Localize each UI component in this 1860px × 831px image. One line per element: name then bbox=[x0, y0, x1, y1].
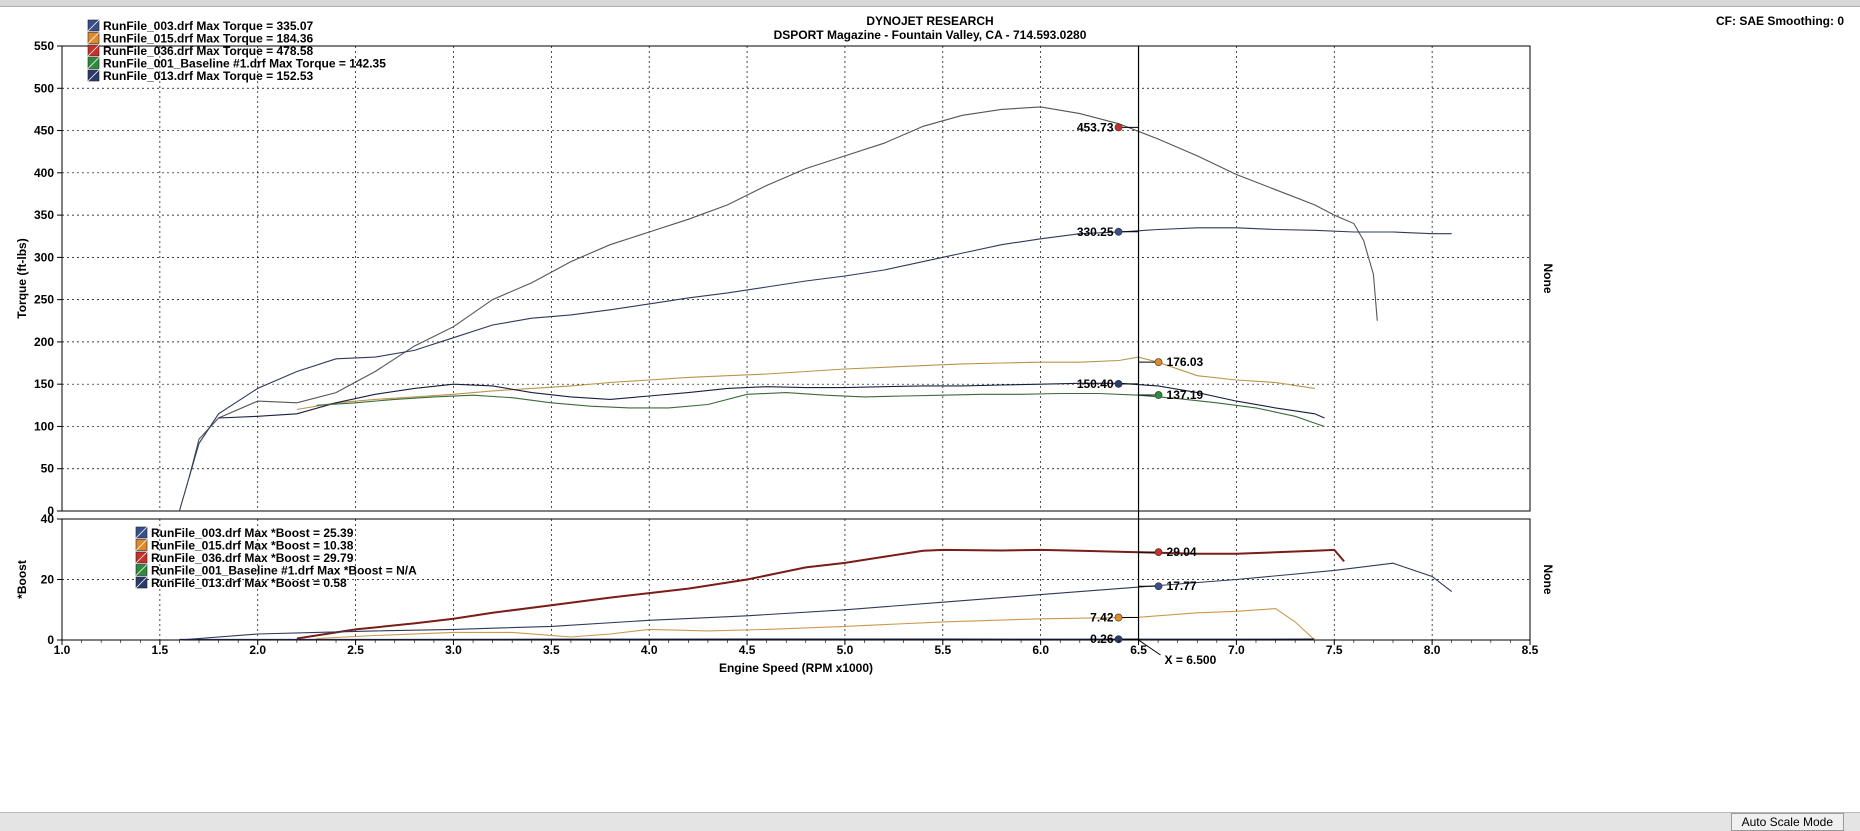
cursor-value-label: 176.03 bbox=[1167, 355, 1204, 369]
cursor-marker bbox=[1115, 380, 1122, 387]
y-tick-label: 500 bbox=[34, 81, 54, 95]
x-tick-label: 3.5 bbox=[543, 643, 560, 657]
cursor-value-label: 330.25 bbox=[1077, 225, 1114, 239]
cursor-marker bbox=[1155, 583, 1162, 590]
cursor-marker bbox=[1115, 614, 1122, 621]
y-tick-label: 250 bbox=[34, 293, 54, 307]
x-tick-label: 6.0 bbox=[1032, 643, 1049, 657]
cursor-value-label: 453.73 bbox=[1077, 120, 1114, 134]
cursor-value-label: 150.40 bbox=[1077, 377, 1114, 391]
y-tick-label: 450 bbox=[34, 124, 54, 138]
status-bar bbox=[0, 812, 1860, 831]
right-axis-label: None bbox=[1541, 565, 1555, 595]
y-tick-label: 150 bbox=[34, 377, 54, 391]
x-tick-label: 5.5 bbox=[934, 643, 951, 657]
cursor-marker bbox=[1115, 228, 1122, 235]
cursor-x-readout: X = 6.500 bbox=[1165, 653, 1217, 667]
x-tick-label: 4.5 bbox=[739, 643, 756, 657]
cursor-value-label: 7.42 bbox=[1090, 611, 1114, 625]
cursor-marker bbox=[1155, 391, 1162, 398]
y-axis-title: Torque (ft-lbs) bbox=[15, 238, 29, 318]
cursor-marker bbox=[1155, 549, 1162, 556]
x-axis-title: Engine Speed (RPM x1000) bbox=[719, 661, 873, 675]
y-axis-title: *Boost bbox=[15, 560, 29, 599]
cursor-value-label: 29.04 bbox=[1167, 545, 1197, 559]
dyno-chart[interactable]: 050100150200250300350400450500550453.733… bbox=[0, 0, 1860, 812]
torque-panel: 050100150200250300350400450500550453.733… bbox=[15, 19, 1555, 518]
y-tick-label: 400 bbox=[34, 166, 54, 180]
y-tick-label: 40 bbox=[41, 512, 55, 526]
x-tick-label: 4.0 bbox=[641, 643, 658, 657]
legend-entry: RunFile_013.drf Max *Boost = 0.58 bbox=[151, 576, 347, 590]
cursor-value-label: 17.77 bbox=[1167, 579, 1197, 593]
y-tick-label: 20 bbox=[41, 573, 55, 587]
x-tick-label: 1.0 bbox=[54, 643, 71, 657]
cursor-value-label: 137.19 bbox=[1167, 388, 1204, 402]
cursor-value-label: 0.26 bbox=[1090, 632, 1114, 646]
x-tick-label: 8.5 bbox=[1522, 643, 1539, 657]
right-axis-label: None bbox=[1541, 264, 1555, 294]
x-axis: 1.0 1.5 2.0 2.5 3.0 3.5 4.0 4.5 5.0 5.5 6.0 6.5 7.0 7… bbox=[54, 640, 1539, 675]
x-tick-label: 3.0 bbox=[445, 643, 462, 657]
x-tick-label: 8.0 bbox=[1424, 643, 1441, 657]
legend-entry: RunFile_013.drf Max Torque = 152.53 bbox=[103, 69, 314, 83]
plot-area-frame bbox=[62, 46, 1530, 511]
cursor-marker bbox=[1115, 124, 1122, 131]
x-tick-label: 7.0 bbox=[1228, 643, 1245, 657]
x-tick-label: 6.5 bbox=[1130, 643, 1147, 657]
y-tick-label: 300 bbox=[34, 250, 54, 264]
x-tick-label: 7.5 bbox=[1326, 643, 1343, 657]
y-tick-label: 350 bbox=[34, 208, 54, 222]
x-tick-label: 2.5 bbox=[347, 643, 364, 657]
x-tick-label: 2.0 bbox=[249, 643, 266, 657]
y-tick-label: 50 bbox=[41, 462, 55, 476]
x-tick-label: 1.5 bbox=[152, 643, 169, 657]
y-tick-label: 200 bbox=[34, 335, 54, 349]
y-tick-label: 550 bbox=[34, 39, 54, 53]
auto-scale-mode-button[interactable]: Auto Scale Mode bbox=[1731, 813, 1844, 831]
cursor-marker bbox=[1115, 636, 1122, 643]
cursor-marker bbox=[1155, 359, 1162, 366]
x-tick-label: 5.0 bbox=[837, 643, 854, 657]
y-tick-label: 100 bbox=[34, 419, 54, 433]
